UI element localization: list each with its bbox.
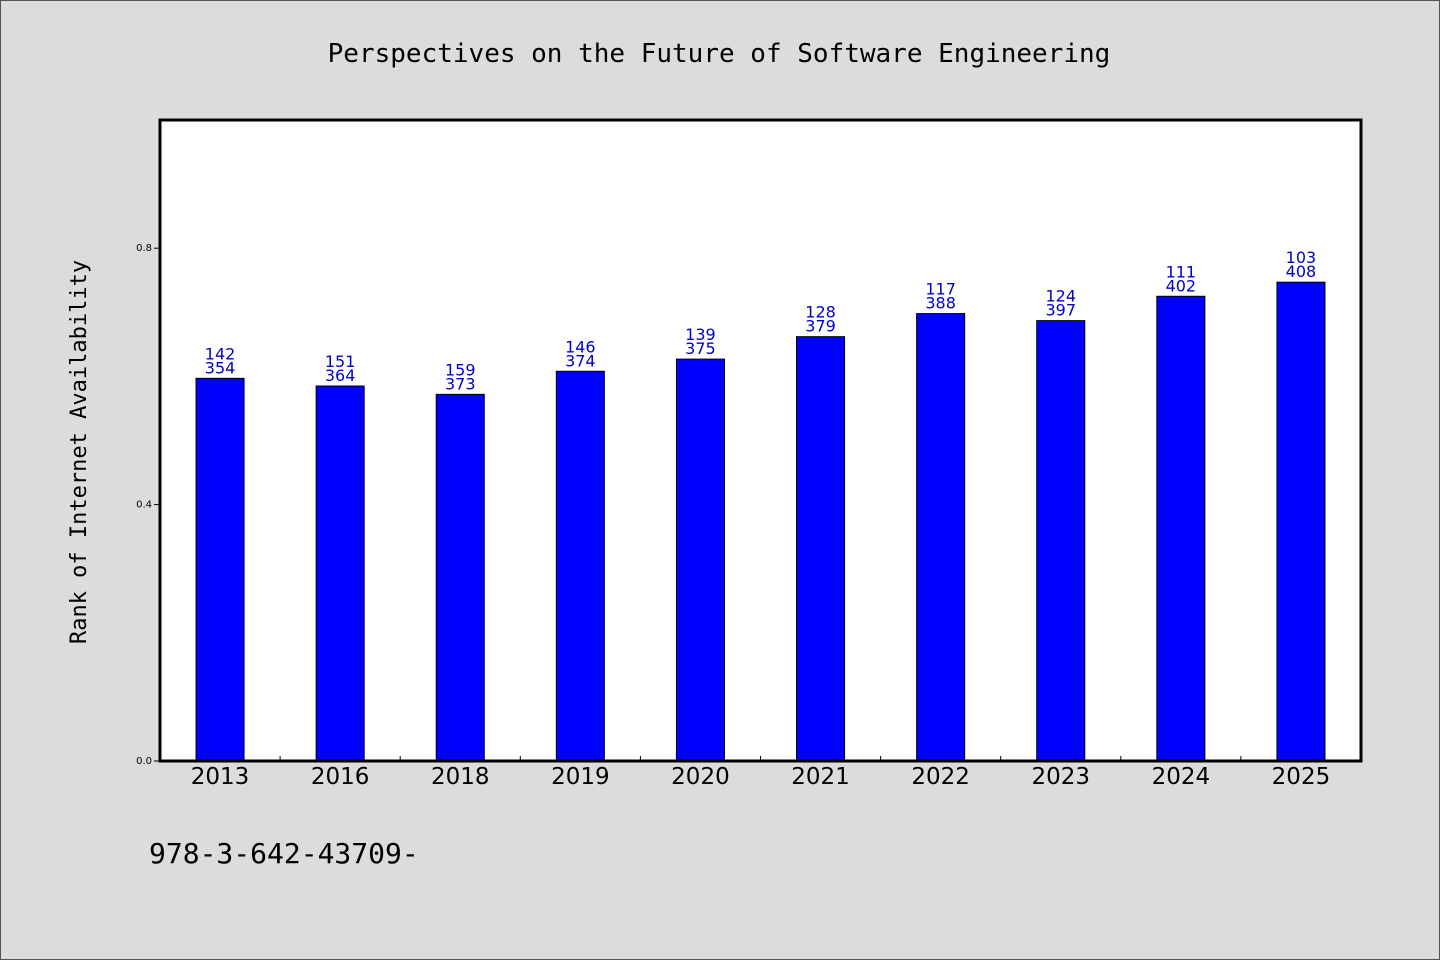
x-tick-label: 2022	[911, 764, 970, 790]
y-tick-label: 0.0	[136, 756, 152, 767]
bar-2025	[1276, 281, 1326, 762]
data-label-top: 142	[205, 344, 236, 363]
data-label-top: 124	[1045, 287, 1076, 306]
x-tick-label: 2021	[791, 764, 850, 790]
x-tick-label: 2024	[1152, 764, 1211, 790]
data-label-bottom: 397	[1045, 301, 1076, 320]
data-label-bottom: 388	[925, 294, 956, 313]
data-label-top: 146	[565, 337, 596, 356]
chart-title: Perspectives on the Future of Software E…	[328, 39, 1111, 69]
x-tick-label: 2020	[671, 764, 730, 790]
data-label-top: 103	[1286, 248, 1317, 267]
y-axis-ticks: 0.0 0.4 0.8	[136, 243, 160, 767]
x-tick-label: 2019	[551, 764, 610, 790]
data-label-bottom: 364	[325, 366, 356, 385]
data-label-top: 117	[925, 280, 956, 299]
x-axis-ticks: 2013 2016 2018 2019 2020 2021 2022 2023 2024 2025	[191, 756, 1330, 790]
bar-2020	[675, 358, 725, 762]
x-tick-label: 2023	[1031, 764, 1090, 790]
data-label-bottom: 354	[205, 358, 236, 377]
bar-2024	[1156, 295, 1206, 762]
data-label-bottom: 408	[1286, 262, 1317, 281]
x-tick-label: 2013	[191, 764, 250, 790]
footnote-isbn: 978-3-642-43709-	[149, 837, 419, 870]
data-label-bottom: 402	[1166, 276, 1197, 295]
x-tick-label: 2025	[1272, 764, 1331, 790]
y-tick-label: 0.8	[136, 243, 152, 254]
data-label-bottom: 379	[805, 317, 836, 336]
x-tick-label: 2018	[431, 764, 490, 790]
data-label-bottom: 374	[565, 351, 596, 370]
data-label-top: 139	[685, 325, 716, 344]
data-label-top: 128	[805, 303, 836, 322]
bar-series	[195, 281, 1326, 762]
data-label-bottom: 375	[685, 339, 716, 358]
bar-2018	[435, 393, 485, 762]
bar-2021	[796, 336, 846, 762]
bar-2022	[916, 313, 966, 762]
data-label-top: 151	[325, 352, 356, 371]
bar-2016	[315, 385, 365, 762]
x-tick-label: 2016	[311, 764, 370, 790]
bar-2013	[195, 377, 245, 762]
data-label-top: 111	[1166, 262, 1197, 281]
plot-frame	[158, 118, 1363, 763]
bar-2023	[1036, 320, 1086, 762]
data-label-bottom: 373	[445, 374, 476, 393]
bar-2019	[555, 370, 605, 762]
y-axis-label: Rank of Internet Availability	[67, 260, 92, 644]
y-tick-label: 0.4	[136, 500, 152, 511]
data-label-top: 159	[445, 360, 476, 379]
